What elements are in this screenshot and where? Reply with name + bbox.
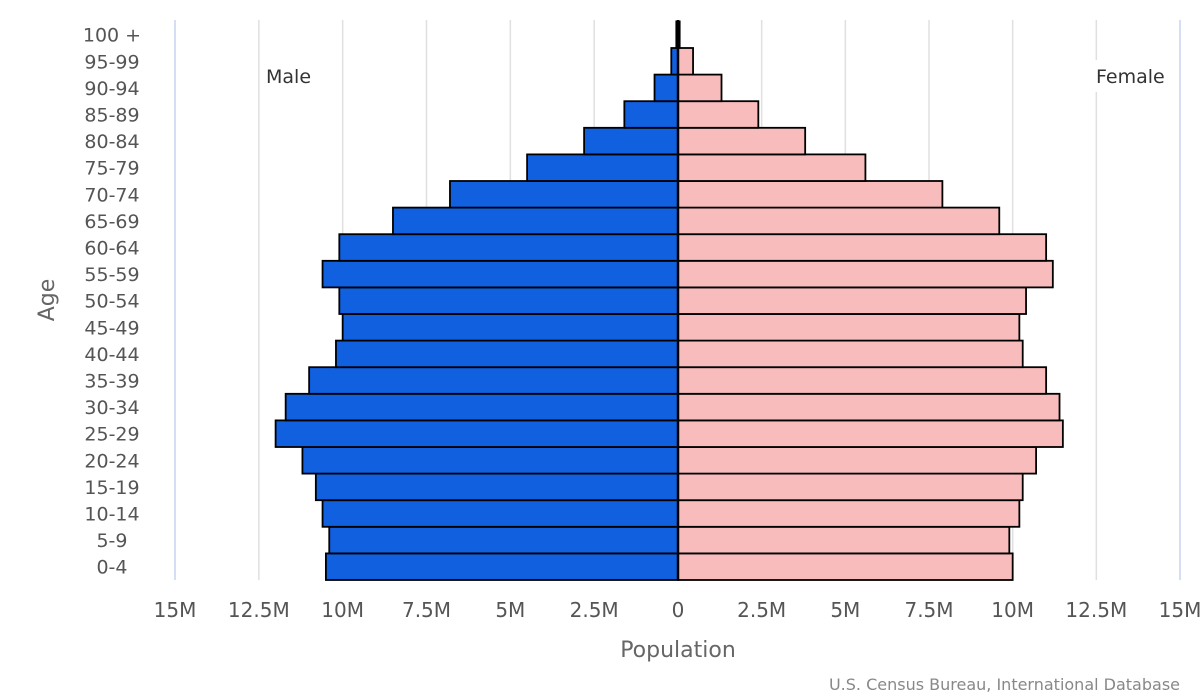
- x-tick-labels: 15M 12.5M 10M 7.5M 5M 2.5M 0 2.5M 5M 7.5M 10M 12.5M…: [154, 598, 1200, 622]
- bar-female-30-34: [677, 392, 1061, 422]
- male-label: Male: [266, 66, 311, 88]
- bar-female-90-94: [677, 73, 723, 103]
- age-group-label: 25-29: [84, 424, 139, 446]
- bar-male-40-44: [335, 339, 679, 369]
- bar-female-60-64: [677, 233, 1048, 262]
- age-group-label: 0-4: [96, 557, 127, 579]
- bar-male-85-89: [623, 100, 679, 129]
- bar-female-85-89: [677, 100, 760, 129]
- age-group-label: 85-89: [84, 105, 139, 127]
- bar-male-10-14: [321, 499, 679, 528]
- bar-male-65-69: [392, 206, 679, 236]
- bar-male-15-19: [314, 472, 679, 502]
- source-note: U.S. Census Bureau, International Databa…: [829, 675, 1180, 694]
- bar-male-55-59: [321, 259, 679, 289]
- bar-male-25-29: [274, 419, 679, 448]
- bar-female-95-99: [677, 47, 694, 76]
- x-tick-label: 15M: [1159, 598, 1200, 622]
- age-group-label: 100 +: [83, 25, 141, 47]
- bar-female-45-49: [677, 313, 1021, 342]
- bar-male-30-34: [284, 392, 679, 422]
- x-tick-label: 10M: [991, 598, 1034, 622]
- bars: [274, 20, 1064, 581]
- age-group-label: 45-49: [84, 317, 139, 339]
- bar-female-55-59: [677, 259, 1054, 289]
- age-group-label: 70-74: [84, 184, 139, 206]
- x-tick-label: 12.5M: [228, 598, 290, 622]
- x-axis-title: Population: [620, 638, 736, 663]
- bar-female-80-84: [677, 126, 807, 156]
- bar-male-20-24: [301, 446, 679, 475]
- bar-female-20-24: [677, 446, 1037, 475]
- x-tick-label: 5M: [830, 598, 860, 622]
- age-group-label: 5-9: [96, 530, 127, 552]
- bar-male-80-84: [583, 126, 679, 156]
- age-group-label: 95-99: [84, 51, 139, 73]
- bar-female-50-54: [677, 286, 1027, 315]
- bar-female-40-44: [677, 339, 1024, 369]
- age-group-label: 50-54: [84, 291, 139, 313]
- bar-female-5-9: [677, 525, 1011, 555]
- bar-male-75-79: [526, 153, 679, 182]
- age-group-label: 90-94: [84, 78, 139, 100]
- age-group-label: 80-84: [84, 131, 139, 153]
- age-group-label: 15-19: [84, 477, 139, 499]
- age-group-label: 65-69: [84, 211, 139, 233]
- y-axis-title: Age: [35, 279, 60, 322]
- bar-female-0-4: [677, 552, 1014, 581]
- age-group-label: 10-14: [84, 504, 139, 526]
- x-tick-label: 2.5M: [570, 598, 619, 622]
- bar-male-60-64: [338, 233, 679, 262]
- bar-male-45-49: [341, 313, 679, 342]
- x-tick-label: 15M: [154, 598, 197, 622]
- bar-female-15-19: [677, 472, 1024, 502]
- y-tick-labels: 0-4 5-9 10-14 15-19 20-24 25-29 30-34 35-39 40-4…: [83, 25, 141, 579]
- x-tick-label: 2.5M: [737, 598, 786, 622]
- age-group-label: 55-59: [84, 264, 139, 286]
- x-tick-label: 12.5M: [1065, 598, 1127, 622]
- x-tick-label: 7.5M: [402, 598, 451, 622]
- age-group-label: 75-79: [84, 158, 139, 180]
- bar-female-35-39: [677, 366, 1048, 395]
- x-tick-label: 5M: [495, 598, 525, 622]
- age-group-label: 30-34: [84, 397, 139, 419]
- female-label-background: [1092, 60, 1176, 92]
- bar-male-0-4: [324, 552, 679, 581]
- age-group-label: 20-24: [84, 450, 139, 472]
- male-label-background: [260, 60, 320, 92]
- x-tick-label: 0: [672, 598, 685, 622]
- bar-female-10-14: [677, 499, 1021, 528]
- bar-male-5-9: [328, 525, 679, 555]
- bar-female-70-74: [677, 180, 944, 209]
- x-tick-label: 10M: [321, 598, 364, 622]
- bar-male-70-74: [449, 180, 679, 209]
- female-label: Female: [1096, 66, 1165, 88]
- x-tick-label: 7.5M: [904, 598, 953, 622]
- bar-male-90-94: [653, 73, 679, 103]
- age-group-label: 35-39: [84, 371, 139, 393]
- age-group-label: 40-44: [84, 344, 139, 366]
- bar-female-25-29: [677, 419, 1064, 448]
- bar-male-50-54: [338, 286, 679, 315]
- age-group-label: 60-64: [84, 238, 139, 260]
- bar-male-35-39: [308, 366, 679, 395]
- bar-female-75-79: [677, 153, 867, 182]
- bar-female-65-69: [677, 206, 1001, 236]
